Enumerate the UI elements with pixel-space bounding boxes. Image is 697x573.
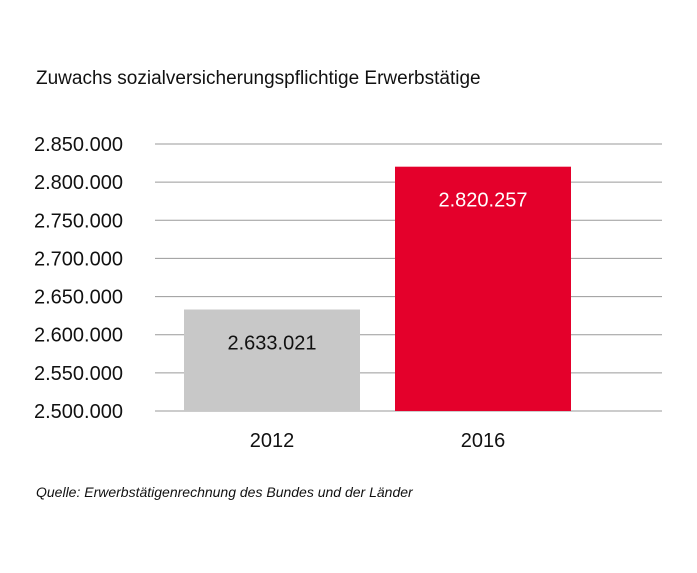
y-tick-label: 2.650.000 [34, 287, 123, 309]
data-label-2012: 2.633.021 [228, 333, 317, 355]
bar-2016 [395, 166, 571, 411]
source-note: Quelle: Erwerbstätigenrechnung des Bunde… [36, 484, 413, 500]
data-labels: 2.633.021 2.820.257 [228, 190, 528, 355]
x-axis-ticks: 2012 2016 [250, 430, 506, 452]
y-tick-label: 2.500.000 [34, 401, 123, 423]
bars [184, 166, 571, 411]
y-axis-ticks: 2.500.000 2.550.000 2.600.000 2.650.000 2.70… [34, 134, 123, 423]
y-tick-label: 2.550.000 [34, 363, 123, 385]
y-tick-label: 2.750.000 [34, 210, 123, 232]
y-tick-label: 2.600.000 [34, 325, 123, 347]
chart-title: Zuwachs sozialversicherungspflichtige Er… [36, 68, 481, 89]
y-tick-label: 2.850.000 [34, 134, 123, 156]
bar-2012 [184, 309, 360, 411]
y-tick-label: 2.800.000 [34, 172, 123, 194]
x-tick-label: 2016 [461, 430, 506, 452]
x-tick-label: 2012 [250, 430, 295, 452]
y-tick-label: 2.700.000 [34, 248, 123, 270]
data-label-2016: 2.820.257 [439, 190, 528, 212]
